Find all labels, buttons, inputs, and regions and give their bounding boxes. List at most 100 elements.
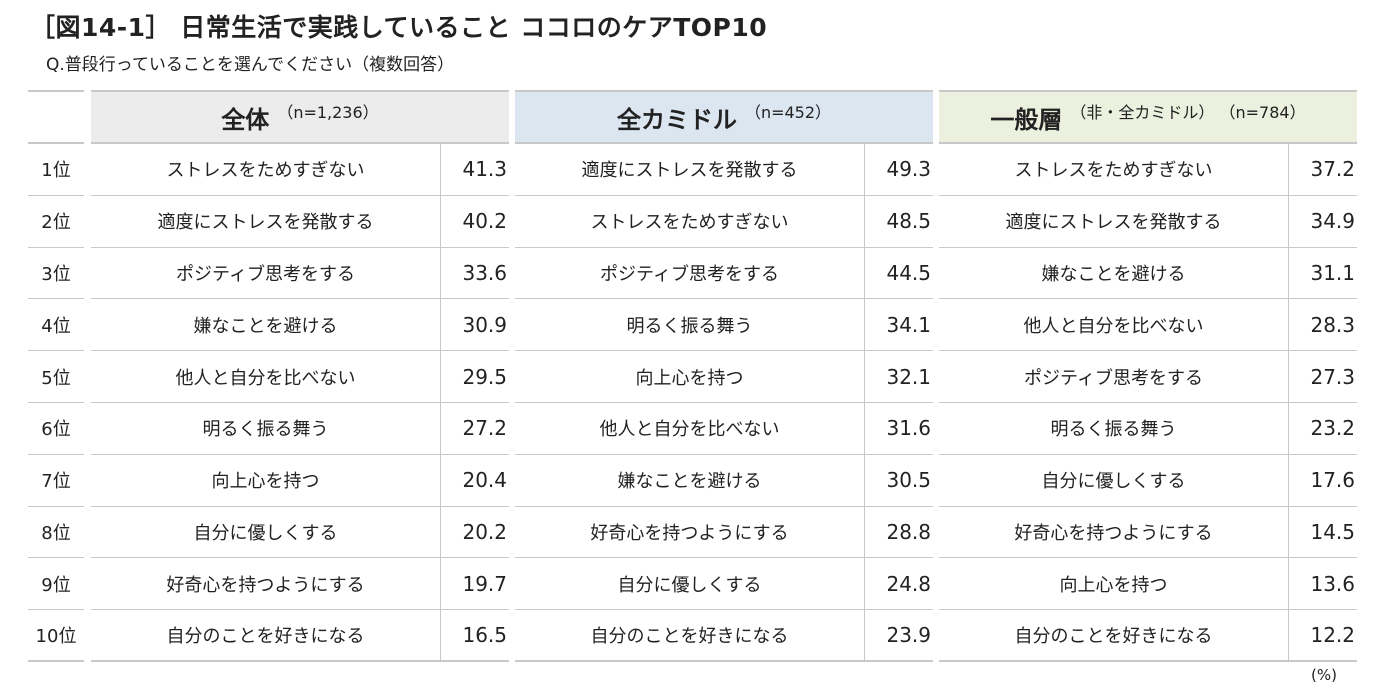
rank-label: 10位 (28, 610, 84, 662)
care-item-label: 明るく振る舞う (939, 402, 1289, 454)
care-item-label: 適度にストレスを発散する (515, 144, 865, 195)
rank-label: 2位 (28, 196, 84, 248)
care-item-label: 嫌なことを避ける (91, 299, 441, 351)
percentage-value: 13.6 (1310, 571, 1355, 596)
percentage-value: 44.5 (886, 260, 931, 285)
group-sample-size: （n=452） (744, 103, 832, 122)
group-header: 全体 （n=1,236） (91, 90, 509, 144)
percentage-value: 28.3 (1310, 312, 1355, 337)
percentage-value: 31.6 (886, 416, 931, 441)
care-item-label: ストレスをためすぎない (91, 144, 441, 195)
percentage-value: 40.2 (462, 209, 507, 234)
percentage-value: 30.5 (886, 468, 931, 493)
table-row: 明るく振る舞う 23.2 (939, 402, 1357, 455)
care-item-label: 他人と自分を比べない (91, 351, 441, 402)
care-item-label: 明るく振る舞う (91, 402, 441, 454)
group-sample-size: （n=1,236） (277, 103, 379, 122)
care-item-label: ポジティブ思考をする (515, 247, 865, 299)
percentage-value: 49.3 (886, 157, 931, 182)
table-row: 他人と自分を比べない 31.6 (515, 402, 933, 455)
table-row: 自分のことを好きになる 12.2 (939, 610, 1357, 662)
care-item-label: ポジティブ思考をする (939, 351, 1289, 402)
rank-label: 9位 (28, 558, 84, 611)
table-row: ストレスをためすぎない 41.3 (91, 144, 509, 196)
percentage-value: 20.2 (462, 519, 507, 544)
table-row: 嫌なことを避ける 30.5 (515, 454, 933, 507)
care-item-label: 好奇心を持つようにする (515, 506, 865, 558)
table-row: 向上心を持つ 13.6 (939, 558, 1357, 611)
percentage-value: 12.2 (1310, 623, 1355, 648)
group-name: 全カミドル (616, 105, 737, 134)
care-item-label: 自分に優しくする (91, 506, 441, 558)
table-row: 明るく振る舞う 27.2 (91, 402, 509, 455)
table-row: ポジティブ思考をする 33.6 (91, 247, 509, 300)
group-table-all: 全体 （n=1,236） ストレスをためすぎない 41.3 適度にストレスを発散する 40… (91, 90, 509, 662)
rank-column: 1位 2位 3位 4位 5位 6位 7位 8位 9位 10位 (28, 90, 84, 662)
table-row: 自分のことを好きになる 23.9 (515, 610, 933, 662)
table-row: 好奇心を持つようにする 14.5 (939, 506, 1357, 559)
rank-label: 3位 (28, 248, 84, 300)
table-row: 適度にストレスを発散する 40.2 (91, 195, 509, 248)
care-item-label: 自分のことを好きになる (91, 610, 441, 660)
percentage-value: 34.1 (886, 312, 931, 337)
table-row: ストレスをためすぎない 37.2 (939, 144, 1357, 196)
percentage-value: 17.6 (1310, 468, 1355, 493)
question-subtitle: Q.普段行っていることを選んでください（複数回答） (46, 55, 455, 75)
rank-label: 1位 (28, 144, 84, 196)
table-row: 他人と自分を比べない 28.3 (939, 299, 1357, 352)
care-item-label: 自分に優しくする (939, 454, 1289, 506)
table-row: 嫌なことを避ける 30.9 (91, 299, 509, 352)
rank-label: 6位 (28, 403, 84, 455)
percentage-value: 29.5 (462, 364, 507, 389)
table-row: 向上心を持つ 32.1 (515, 351, 933, 403)
care-item-label: ポジティブ思考をする (91, 247, 441, 299)
percentage-value: 41.3 (462, 157, 507, 182)
table-row: ストレスをためすぎない 48.5 (515, 195, 933, 248)
percentage-value: 19.7 (462, 571, 507, 596)
care-item-label: ストレスをためすぎない (939, 144, 1289, 195)
percentage-value: 37.2 (1310, 157, 1355, 182)
group-header: 一般層 （非・全カミドル） （n=784） (939, 90, 1357, 144)
group-table-kami-middle: 全カミドル （n=452） 適度にストレスを発散する 49.3 ストレスをためすぎない 4… (515, 90, 933, 662)
care-item-label: 向上心を持つ (515, 351, 865, 402)
percentage-value: 23.2 (1310, 416, 1355, 441)
care-item-label: 嫌なことを避ける (939, 247, 1289, 299)
percentage-value: 33.6 (462, 260, 507, 285)
table-row: 自分に優しくする 17.6 (939, 454, 1357, 507)
percentage-value: 27.3 (1310, 364, 1355, 389)
percentage-value: 14.5 (1310, 519, 1355, 544)
care-item-label: 向上心を持つ (939, 558, 1289, 610)
percentage-value: 20.4 (462, 468, 507, 493)
percentage-value: 24.8 (886, 571, 931, 596)
table-row: ポジティブ思考をする 44.5 (515, 247, 933, 300)
table-row: 適度にストレスを発散する 34.9 (939, 195, 1357, 248)
care-item-label: 適度にストレスを発散する (939, 195, 1289, 247)
care-item-label: 他人と自分を比べない (939, 299, 1289, 351)
care-item-label: 好奇心を持つようにする (91, 558, 441, 610)
percentage-value: 32.1 (886, 364, 931, 389)
percentage-value: 30.9 (462, 312, 507, 337)
care-item-label: 明るく振る舞う (515, 299, 865, 351)
group-table-general: 一般層 （非・全カミドル） （n=784） ストレスをためすぎない 37.2 適度にスト… (939, 90, 1357, 662)
group-sample-size: （非・全カミドル） （n=784） (1070, 103, 1306, 122)
table-row: 明るく振る舞う 34.1 (515, 299, 933, 352)
percentage-value: 48.5 (886, 209, 931, 234)
percentage-value: 31.1 (1310, 260, 1355, 285)
table-row: 適度にストレスを発散する 49.3 (515, 144, 933, 196)
percentage-value: 34.9 (1310, 209, 1355, 234)
table-row: 他人と自分を比べない 29.5 (91, 351, 509, 403)
care-item-label: 適度にストレスを発散する (91, 195, 441, 247)
table-row: 自分に優しくする 20.2 (91, 506, 509, 559)
table-row: 嫌なことを避ける 31.1 (939, 247, 1357, 300)
group-name: 全体 (221, 105, 270, 134)
care-item-label: 自分のことを好きになる (515, 610, 865, 660)
group-header: 全カミドル （n=452） (515, 90, 933, 144)
group-name: 一般層 (990, 105, 1063, 134)
table-row: 自分のことを好きになる 16.5 (91, 610, 509, 662)
table-row: 向上心を持つ 20.4 (91, 454, 509, 507)
care-item-label: 向上心を持つ (91, 454, 441, 506)
unit-label: (%) (1311, 666, 1337, 684)
care-item-label: 好奇心を持つようにする (939, 506, 1289, 558)
care-item-label: 他人と自分を比べない (515, 402, 865, 454)
table-row: 好奇心を持つようにする 19.7 (91, 558, 509, 611)
